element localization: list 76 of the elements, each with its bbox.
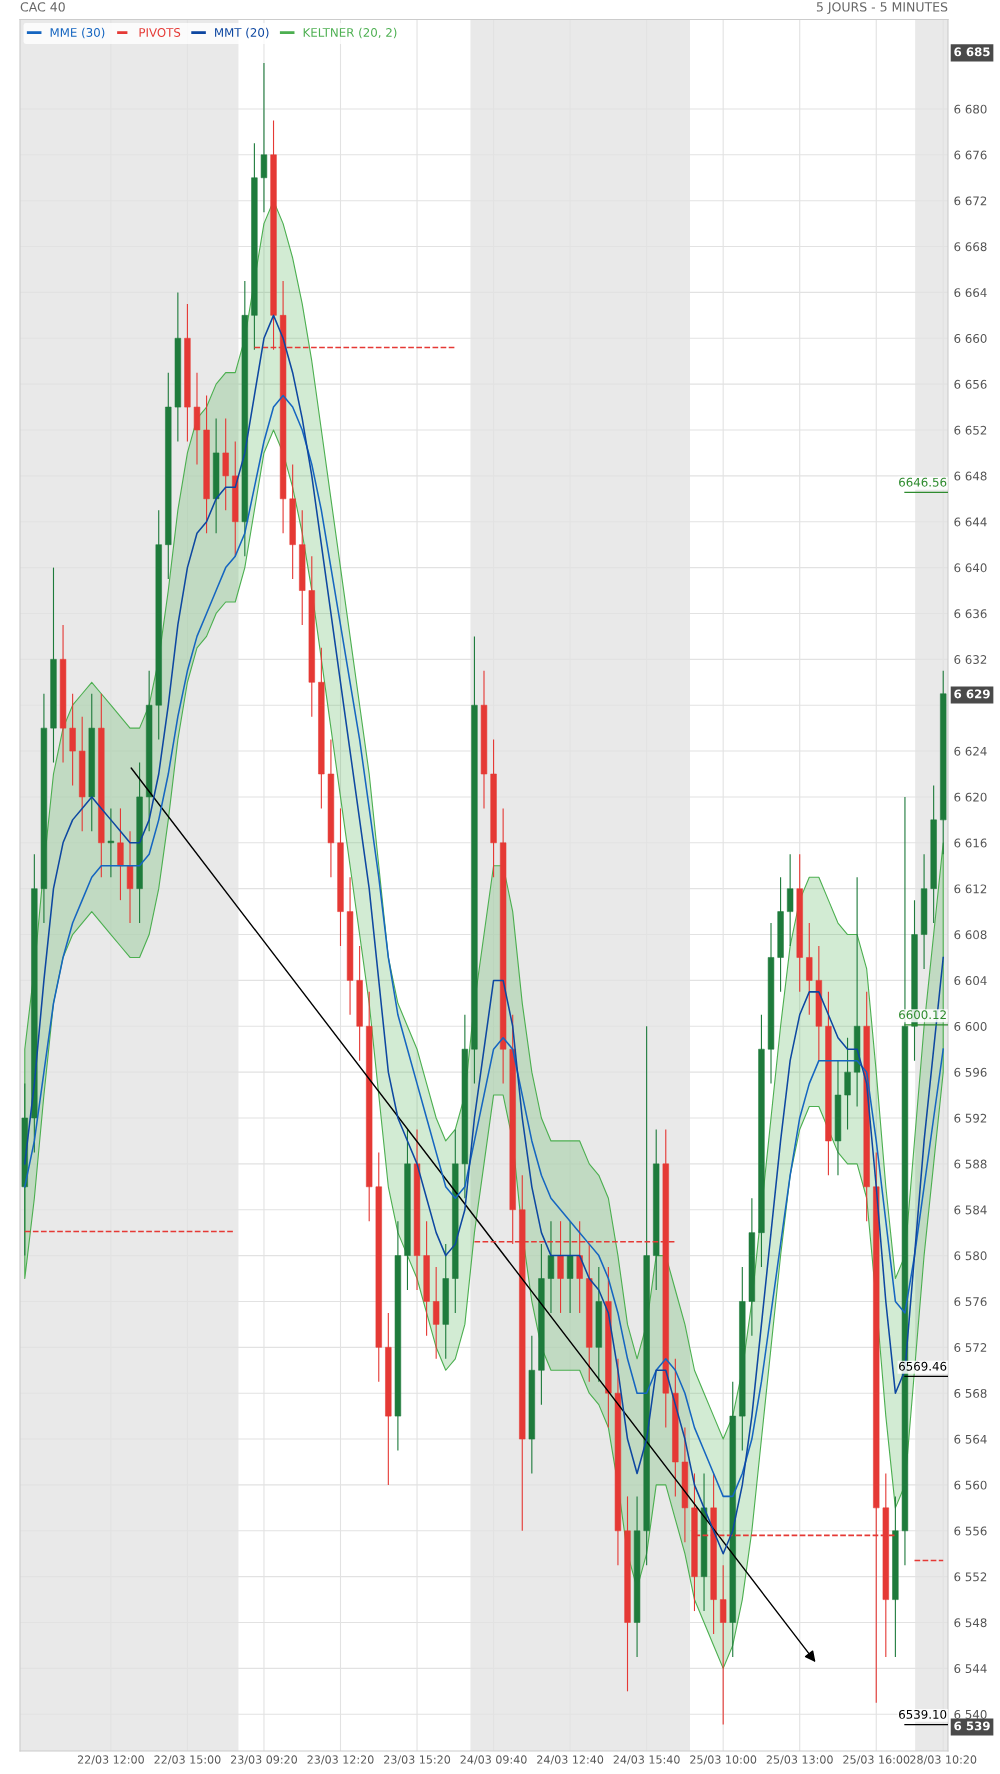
y-tick-label: 6 564 bbox=[954, 1434, 987, 1444]
x-tick-label: 25/03 10:00 bbox=[690, 1755, 757, 1765]
x-tick-label: 24/03 09:40 bbox=[460, 1755, 527, 1765]
y-tick-label: 6 648 bbox=[954, 471, 987, 481]
candlestick bbox=[222, 417, 229, 511]
candlestick bbox=[576, 1220, 583, 1314]
y-tick-label: 6 560 bbox=[954, 1480, 987, 1490]
candlestick bbox=[433, 1266, 440, 1360]
y-tick-label: 6 596 bbox=[954, 1067, 987, 1077]
y-tick-label: 6 656 bbox=[954, 379, 987, 389]
y-tick-label: 6 588 bbox=[954, 1159, 987, 1169]
candlestick bbox=[566, 1220, 574, 1314]
y-tick-label: 6 616 bbox=[954, 838, 987, 848]
x-tick-label: 23/03 15:20 bbox=[384, 1755, 451, 1765]
y-tick-label: 6 652 bbox=[954, 425, 987, 435]
y-tick-label: 6 580 bbox=[954, 1251, 987, 1261]
y-tick-label: 6 552 bbox=[954, 1572, 987, 1582]
x-tick-label: 25/03 13:00 bbox=[766, 1755, 833, 1765]
candlestick bbox=[844, 1037, 851, 1131]
x-tick-label: 25/03 16:00 bbox=[843, 1755, 910, 1765]
y-tick-label: 6 644 bbox=[954, 517, 987, 527]
chart-title: CAC 40 bbox=[20, 2, 65, 12]
y-tick-label: 6 572 bbox=[954, 1343, 987, 1352]
legend-label: MME (30) bbox=[50, 27, 105, 39]
candlestick bbox=[126, 830, 134, 924]
y-tick-label: 6 568 bbox=[954, 1388, 987, 1398]
ref-line-label: 6600.12 bbox=[899, 1010, 946, 1020]
x-tick-label: 22/03 15:00 bbox=[154, 1755, 221, 1765]
y-tick-label: 6 668 bbox=[954, 242, 987, 252]
x-tick-label: 28/03 10:20 bbox=[910, 1755, 977, 1765]
y-tick-label: 6 660 bbox=[954, 334, 987, 343]
y2-tick-label: 6 539 bbox=[954, 1721, 990, 1731]
y-tick-label: 6 608 bbox=[954, 930, 987, 940]
x-tick-label: 22/03 12:00 bbox=[77, 1755, 144, 1765]
chart-subtitle: 5 JOURS - 5 MINUTES bbox=[816, 2, 948, 14]
y-tick-label: 6 548 bbox=[954, 1618, 987, 1628]
ref-line-label: 6539.10 bbox=[899, 1709, 947, 1719]
y2-tick-label: 6 629 bbox=[954, 689, 990, 699]
ref-line-label: 6569.46 bbox=[899, 1361, 947, 1371]
candlestick bbox=[557, 1220, 564, 1314]
x-tick-label: 23/03 09:20 bbox=[230, 1755, 298, 1765]
legend-label: KELTNER (20, 2) bbox=[303, 27, 397, 39]
candlestick bbox=[806, 922, 813, 1016]
y-tick-label: 6 672 bbox=[954, 196, 987, 206]
y-tick-label: 6 544 bbox=[954, 1664, 987, 1674]
y-tick-label: 6 600 bbox=[954, 1021, 987, 1031]
y-tick-label: 6 604 bbox=[954, 976, 987, 986]
y-tick-label: 6 676 bbox=[954, 150, 987, 160]
candlestick bbox=[720, 1564, 727, 1726]
y-tick-label: 6 640 bbox=[954, 563, 987, 573]
candlestick bbox=[547, 1220, 555, 1314]
y-tick-label: 6 584 bbox=[954, 1205, 987, 1215]
candlestick bbox=[117, 807, 124, 901]
y-tick-label: 6 664 bbox=[954, 288, 987, 298]
x-tick-label: 23/03 12:20 bbox=[307, 1755, 374, 1765]
y2-tick-label: 6 685 bbox=[954, 47, 990, 57]
y-tick-label: 6 592 bbox=[954, 1113, 987, 1123]
candlestick bbox=[260, 62, 268, 213]
candlestick bbox=[193, 372, 201, 465]
y-tick-label: 6 612 bbox=[954, 884, 987, 894]
x-tick-label: 24/03 12:40 bbox=[537, 1755, 604, 1765]
y-tick-label: 6 624 bbox=[954, 746, 987, 756]
y-tick-label: 6 576 bbox=[954, 1297, 987, 1307]
y-tick-label: 6 680 bbox=[954, 104, 987, 114]
legend-label: PIVOTS bbox=[139, 27, 181, 37]
y-tick-label: 6 620 bbox=[954, 792, 987, 802]
y-tick-label: 6 636 bbox=[954, 609, 987, 619]
candlestick bbox=[107, 807, 115, 878]
x-tick-label: 24/03 15:40 bbox=[613, 1755, 680, 1765]
candlestick bbox=[786, 853, 794, 947]
y-tick-label: 6 540 bbox=[954, 1709, 987, 1719]
y-tick-label: 6 632 bbox=[954, 655, 987, 664]
candlestick bbox=[69, 693, 76, 787]
legend-label: MMT (20) bbox=[215, 27, 269, 39]
ref-line-label: 6646.56 bbox=[899, 477, 947, 487]
y-tick-label: 6 556 bbox=[954, 1526, 987, 1536]
